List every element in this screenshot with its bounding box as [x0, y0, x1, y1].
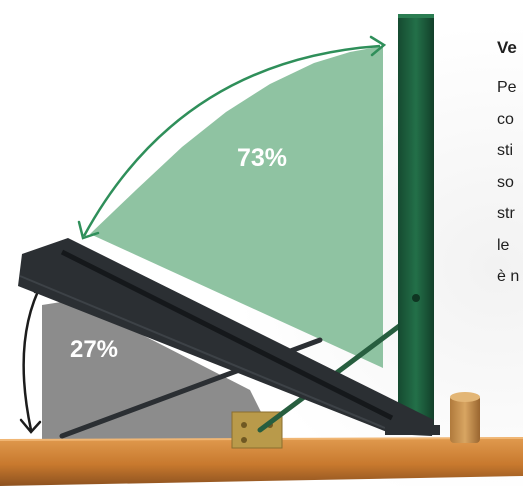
upper-angle-arrow	[82, 44, 381, 237]
lower-angle-label: 27%	[70, 336, 118, 363]
side-text-line: str	[497, 205, 515, 222]
upper-arrowhead-icon	[77, 220, 100, 240]
upper-angle-label: 73%	[237, 144, 287, 172]
upper-angle-sector	[90, 46, 383, 368]
side-text-line: è n	[497, 268, 520, 285]
side-text-line: Pe	[497, 79, 517, 96]
side-text-line: so	[497, 173, 514, 191]
side-text-line: co	[497, 110, 514, 128]
upper-arrowhead-icon	[369, 35, 387, 57]
lower-angle-sector	[42, 300, 281, 452]
support-rod-front	[257, 309, 421, 433]
lower-angle-arrow	[22, 282, 44, 431]
side-text-line: sti	[497, 142, 513, 159]
side-text-line: le	[497, 236, 510, 254]
upright-post	[398, 14, 434, 426]
side-text-title: Ve	[497, 38, 517, 57]
side-text-column: Ve Pe co sti so str le è n	[497, 38, 523, 293]
table-board	[0, 438, 523, 486]
wooden-stopper-block	[450, 395, 480, 443]
lower-arrowhead-icon	[19, 418, 42, 434]
